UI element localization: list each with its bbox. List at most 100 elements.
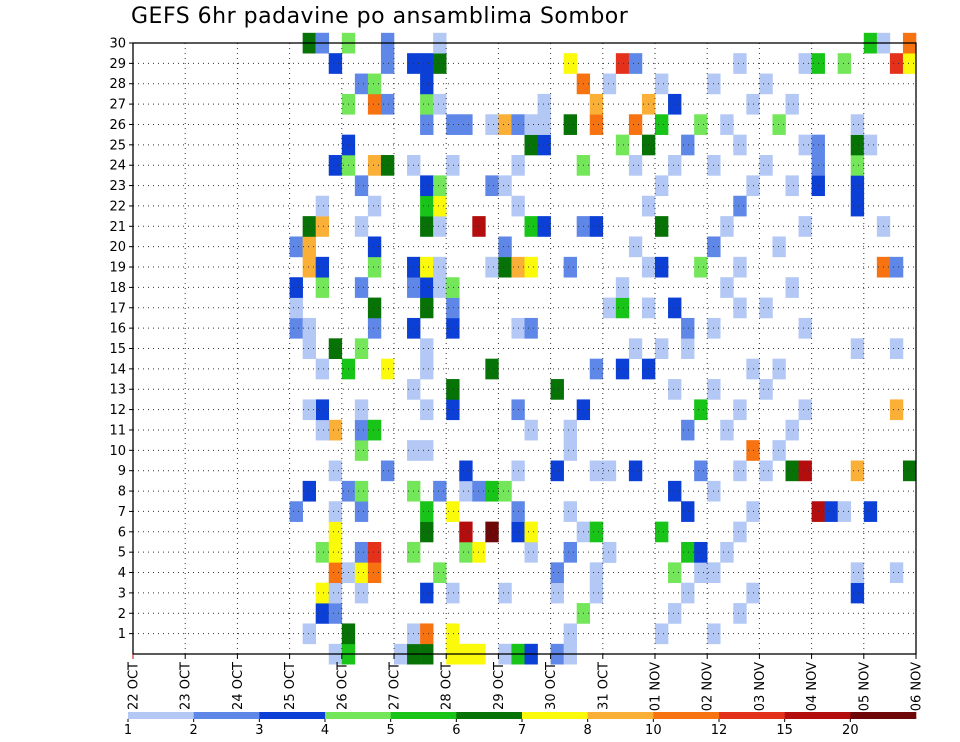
heatmap-cell	[798, 134, 812, 156]
heatmap-cell	[315, 582, 330, 604]
heatmap-cell	[524, 317, 538, 339]
heatmap-cell	[524, 419, 538, 441]
y-tick-label: 18	[109, 281, 126, 296]
heatmap-cell	[433, 277, 447, 298]
heatmap-cell	[354, 419, 369, 441]
heatmap-cell	[433, 256, 447, 278]
y-tick-label: 29	[109, 57, 126, 72]
heatmap-cell	[446, 501, 460, 522]
heatmap-cell	[485, 521, 499, 543]
heatmap-cell	[615, 277, 630, 298]
heatmap-cell	[459, 460, 473, 482]
heatmap-cell	[524, 541, 538, 563]
y-tick-label: 26	[109, 118, 126, 133]
heatmap-cell	[433, 93, 447, 115]
heatmap-cell	[889, 338, 904, 359]
legend-swatch	[522, 712, 588, 719]
heatmap-cell	[328, 53, 343, 74]
heatmap-cell	[302, 216, 316, 237]
heatmap-cell	[537, 216, 551, 237]
heatmap-cell	[328, 562, 343, 584]
heatmap-cell	[328, 541, 343, 563]
y-tick-label: 6	[118, 525, 126, 540]
y-tick-label: 2	[118, 607, 126, 622]
legend-label: 3	[255, 723, 263, 738]
x-tick-label: 03 NOV	[753, 662, 768, 711]
heatmap-cell	[655, 175, 669, 197]
heatmap-cell	[602, 73, 617, 95]
heatmap-cell	[850, 175, 865, 197]
heatmap-cell	[328, 603, 343, 624]
heatmap-cell	[837, 53, 852, 74]
heatmap-cell	[694, 541, 708, 563]
heatmap-cell	[354, 480, 369, 502]
heatmap-cell	[733, 399, 747, 421]
heatmap-cell	[537, 134, 551, 156]
heatmap-cell	[302, 480, 316, 502]
legend-swatch	[259, 712, 326, 719]
y-tick-label: 17	[109, 301, 126, 316]
heatmap-cell	[759, 155, 773, 176]
heatmap-cell	[354, 277, 369, 298]
heatmap-cell	[681, 582, 695, 604]
legend-label: 8	[584, 723, 592, 738]
heatmap-cell	[850, 195, 865, 217]
heatmap-cell	[602, 297, 617, 319]
heatmap-cell	[485, 114, 499, 135]
heatmap-cell	[446, 114, 460, 135]
heatmap-cell	[628, 155, 643, 176]
y-tick-label: 7	[118, 505, 126, 520]
y-tick-label: 11	[109, 423, 126, 438]
heatmap-cell	[850, 134, 865, 156]
heatmap-cell	[798, 317, 812, 339]
legend-swatch	[390, 712, 457, 719]
heatmap-cell	[328, 582, 343, 604]
heatmap-cell	[563, 114, 577, 135]
heatmap-cell	[785, 175, 799, 197]
heatmap-cell	[850, 114, 865, 135]
heatmap-cell	[302, 317, 316, 339]
heatmap-cell	[785, 460, 799, 482]
heatmap-cell	[733, 53, 747, 74]
heatmap-cell	[446, 277, 460, 298]
heatmap-cell	[498, 480, 512, 502]
heatmap-cell	[681, 317, 695, 339]
heatmap-cell	[668, 297, 682, 319]
heatmap-cell	[694, 460, 708, 482]
heatmap-cell	[850, 460, 865, 482]
heatmap-cell	[681, 501, 695, 522]
heatmap-cell	[759, 73, 773, 95]
legend-label: 12	[711, 723, 728, 738]
heatmap-cell	[772, 114, 786, 135]
heatmap-cell	[589, 460, 604, 482]
y-tick-label: 9	[118, 464, 126, 479]
y-tick-label: 4	[118, 566, 126, 581]
heatmap-cell	[354, 399, 369, 421]
heatmap-cell	[315, 541, 330, 563]
legend-label: 20	[842, 723, 859, 738]
heatmap-cell	[589, 216, 604, 237]
heatmap-cell	[798, 53, 812, 74]
y-tick-label: 20	[109, 240, 126, 255]
x-tick-label: 31 OCT	[596, 662, 611, 710]
x-tick-label: 23 OCT	[179, 662, 194, 710]
heatmap-cell	[563, 53, 577, 74]
heatmap-cell	[354, 501, 369, 522]
legend-label: 6	[452, 723, 460, 738]
y-tick-label: 24	[109, 159, 126, 174]
heatmap-cell	[628, 114, 643, 135]
heatmap-cell	[785, 277, 799, 298]
heatmap-cell	[720, 216, 734, 237]
heatmap-cell	[589, 358, 604, 380]
heatmap-cell	[420, 175, 434, 197]
heatmap-cell	[628, 53, 643, 74]
heatmap-cell	[302, 256, 316, 278]
y-tick-label: 23	[109, 179, 126, 194]
heatmap-cell	[433, 175, 447, 197]
heatmap-cell	[354, 541, 369, 563]
heatmap-cell	[589, 582, 604, 604]
heatmap-cell	[367, 236, 382, 258]
heatmap-cell	[563, 501, 577, 522]
heatmap-cell	[602, 541, 617, 563]
heatmap-cell	[485, 480, 499, 502]
